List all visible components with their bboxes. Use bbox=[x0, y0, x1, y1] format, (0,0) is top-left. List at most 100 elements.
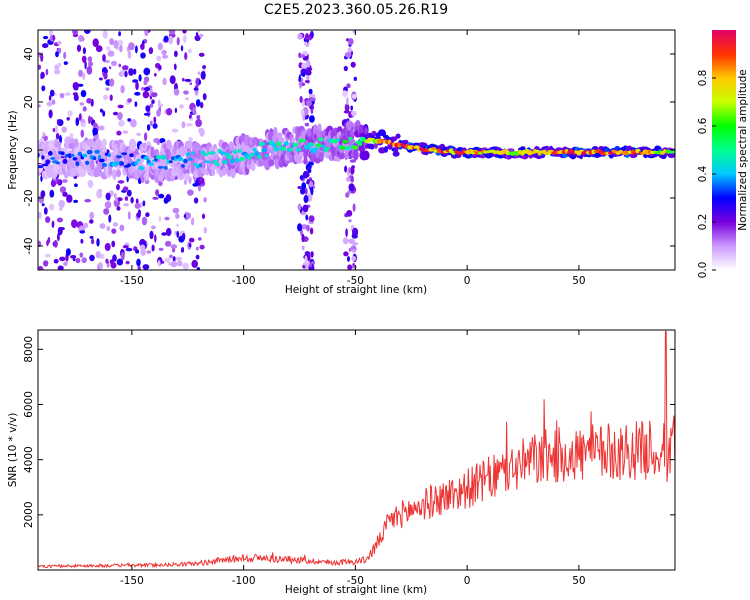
spectrogram-cell bbox=[155, 154, 162, 160]
spectrogram-cell bbox=[57, 226, 63, 236]
spectrogram-cell bbox=[195, 32, 199, 36]
y-tick-label: 40 bbox=[23, 47, 35, 60]
spectrogram-cell bbox=[301, 139, 306, 142]
spectrogram-cell bbox=[163, 165, 168, 170]
spectrogram-cell bbox=[122, 65, 129, 71]
spectrogram-cell bbox=[309, 261, 312, 268]
y-tick-label: 8000 bbox=[23, 336, 35, 363]
spectrogram-cell bbox=[300, 109, 305, 116]
spectrogram-cell bbox=[72, 82, 80, 90]
spectrogram-cell bbox=[352, 242, 359, 246]
spectrogram-y-ticks: -40 -20 0 20 40 bbox=[23, 47, 675, 255]
spectrogram-cell bbox=[302, 204, 309, 213]
spectrogram-cell bbox=[185, 212, 191, 219]
spectrogram-cell bbox=[297, 223, 303, 232]
spectrogram-cell bbox=[95, 250, 101, 259]
spectrogram-cell bbox=[143, 112, 151, 116]
spectrogram-cell bbox=[111, 240, 116, 248]
x-tick-label: 0 bbox=[464, 575, 471, 587]
spectrogram-cell bbox=[130, 196, 134, 204]
spectrogram-cell bbox=[369, 143, 375, 150]
spectrogram-cell bbox=[352, 30, 356, 34]
spectrogram-cell bbox=[222, 159, 228, 165]
spectrogram-cell bbox=[135, 81, 139, 91]
spectrogram-cell bbox=[304, 187, 308, 195]
colorbar-tick-label: 0.0 bbox=[697, 262, 709, 279]
spectrogram-cell bbox=[182, 30, 187, 34]
spectrogram-cell bbox=[112, 111, 119, 116]
spectrogram-cell bbox=[363, 127, 368, 135]
spectrogram-cell bbox=[72, 258, 76, 262]
spectrogram-cell bbox=[57, 47, 62, 54]
spectrogram-cell bbox=[347, 256, 350, 262]
spectrogram-cell bbox=[48, 95, 52, 101]
spectrogram-cell bbox=[343, 65, 348, 72]
spectrogram-cell bbox=[92, 122, 98, 127]
spectrogram-cell bbox=[346, 97, 349, 106]
spectrogram-cell bbox=[304, 41, 308, 46]
spectrogram-cell bbox=[104, 201, 112, 209]
spectrogram-cell bbox=[321, 144, 326, 148]
spectrogram-cell bbox=[271, 142, 277, 148]
x-tick-label: -150 bbox=[120, 275, 144, 287]
spectrogram-cell bbox=[187, 189, 194, 196]
spectrogram-cell bbox=[289, 147, 294, 152]
spectrogram-cell bbox=[348, 38, 354, 46]
spectrogram-cell bbox=[342, 90, 348, 98]
spectrogram-cell bbox=[55, 132, 60, 140]
spectrogram-cell bbox=[116, 206, 121, 211]
spectrogram-cell bbox=[38, 104, 41, 108]
spectrogram-cell bbox=[160, 158, 169, 168]
spectrogram-cell bbox=[109, 94, 113, 101]
spectrogram-cell bbox=[149, 120, 153, 127]
spectrogram-cell bbox=[125, 247, 133, 252]
spectrogram-cell bbox=[170, 260, 178, 268]
spectrogram-cell bbox=[175, 256, 182, 261]
spectrogram-cell bbox=[301, 182, 307, 190]
spectrogram-cell bbox=[42, 43, 49, 49]
spectrogram-cell bbox=[203, 226, 207, 234]
spectrogram-cell bbox=[126, 189, 132, 197]
spectrogram-cell bbox=[302, 170, 309, 179]
spectrogram-cell bbox=[390, 136, 398, 142]
spectrogram-cell bbox=[87, 56, 93, 62]
spectrogram-cell bbox=[70, 254, 77, 259]
spectrogram-cell bbox=[249, 153, 255, 157]
spectrogram-cell bbox=[305, 99, 312, 107]
spectrogram-cell bbox=[78, 69, 83, 78]
spectrogram-cell bbox=[57, 40, 62, 45]
spectrogram-cell bbox=[299, 175, 304, 181]
spectrogram-cell bbox=[99, 223, 106, 229]
spectrogram-cell bbox=[192, 183, 199, 187]
spectrogram-cell bbox=[78, 168, 87, 178]
spectrogram-cell bbox=[307, 142, 314, 147]
spectrogram-cell bbox=[200, 101, 204, 109]
spectrogram-cell bbox=[80, 238, 84, 244]
spectrogram-cell bbox=[117, 104, 124, 109]
spectrogram-cell bbox=[106, 46, 111, 51]
spectrogram-cell bbox=[133, 68, 137, 75]
spectrogram-cell bbox=[134, 101, 138, 107]
spectrogram-cell bbox=[90, 158, 95, 171]
spectrogram-cell bbox=[54, 92, 57, 97]
spectrogram-cell bbox=[189, 114, 192, 119]
snr-y-label: SNR (10 * v/v) bbox=[7, 413, 19, 488]
spectrogram-cell bbox=[210, 169, 216, 176]
spectrogram-cell bbox=[123, 203, 129, 207]
spectrogram-cell bbox=[52, 34, 56, 41]
spectrogram-cell bbox=[46, 239, 49, 247]
spectrogram-cell bbox=[80, 90, 87, 98]
spectrogram-cell bbox=[352, 148, 359, 161]
spectrogram-cell bbox=[89, 235, 94, 239]
spectrogram-cell bbox=[38, 212, 42, 219]
y-tick-label: -40 bbox=[23, 237, 35, 254]
spectrogram-cell bbox=[57, 233, 60, 242]
spectrogram-cell bbox=[309, 227, 314, 235]
spectrogram-cell bbox=[95, 45, 103, 53]
spectrogram-cell bbox=[301, 62, 308, 69]
spectrogram-cell bbox=[73, 94, 79, 102]
spectrogram-cell bbox=[86, 98, 92, 104]
spectrogram-cell bbox=[138, 165, 145, 171]
spectrogram-cell bbox=[310, 251, 314, 258]
spectrogram-cell bbox=[122, 186, 129, 192]
